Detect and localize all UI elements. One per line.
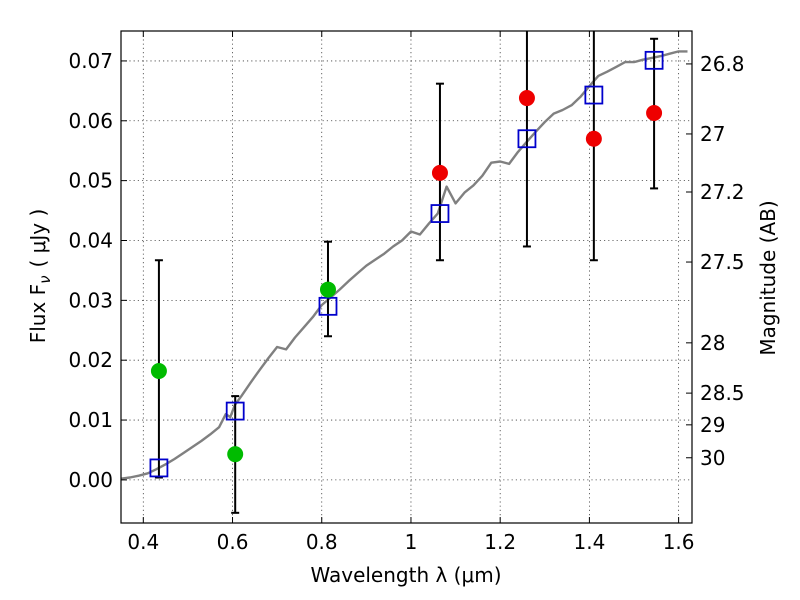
errorbar-layer xyxy=(154,31,659,514)
observed-flux-point xyxy=(319,281,336,298)
y-tick-label: 0.00 xyxy=(68,468,113,492)
y2-tick-label: 29 xyxy=(700,413,725,437)
model-spectrum-line xyxy=(120,50,688,480)
y-tick-label: 0.03 xyxy=(68,288,113,312)
x-tick-label: 1.4 xyxy=(573,530,605,554)
observed-flux-point xyxy=(431,164,448,181)
tick-marks xyxy=(121,31,692,523)
y-axis-title-subscript: ν xyxy=(36,275,54,283)
observed-flux-point xyxy=(585,130,602,147)
model-photometry-square xyxy=(318,296,338,316)
y2-tick-label: 28 xyxy=(700,331,725,355)
model-photometry-square xyxy=(584,85,604,105)
model-photometry-square xyxy=(225,401,245,421)
x-tick-label: 0.6 xyxy=(217,530,249,554)
observed-flux-point xyxy=(518,90,535,107)
y-tick-label: 0.07 xyxy=(68,49,113,73)
x-tick-label: 0.8 xyxy=(306,530,338,554)
x-tick-label: 1 xyxy=(405,530,418,554)
y2-axis-title: Magnitude (AB) xyxy=(756,200,780,355)
x-axis-title: Wavelength λ (μm) xyxy=(310,563,501,587)
y-tick-label: 0.01 xyxy=(68,408,113,432)
y2-tick-label: 28.5 xyxy=(700,381,745,405)
model-photometry-square xyxy=(149,458,169,478)
plot-frame xyxy=(120,30,693,524)
y2-tick-label: 27.5 xyxy=(700,250,745,274)
y-tick-label: 0.04 xyxy=(68,228,113,252)
y2-tick-label: 26.8 xyxy=(700,52,745,76)
model-photometry-square xyxy=(430,204,450,223)
observed-flux-point xyxy=(646,105,663,121)
model-photometry-square xyxy=(644,50,664,70)
x-tick-label: 1.2 xyxy=(484,530,516,554)
x-tick-label: 0.4 xyxy=(127,530,159,554)
observed-flux-point xyxy=(150,362,167,379)
x-tick-label: 1.6 xyxy=(663,530,695,554)
tick-labels: 0.4 0.6 0.8 1 1.2 1.4 1.6 0.00 0.01 0.02 0.03 0.04 0… xyxy=(68,49,744,554)
observed-flux-point xyxy=(227,446,244,463)
y2-tick-label: 27 xyxy=(700,122,725,146)
spectrum-layer xyxy=(120,50,688,480)
y-tick-label: 0.06 xyxy=(68,109,113,133)
y2-tick-label: 27.2 xyxy=(700,180,745,204)
y-axis-title-main: Flux F xyxy=(26,284,50,343)
marker-layer xyxy=(149,50,664,478)
grid-lines xyxy=(121,31,692,523)
y-axis-title: Flux Fν ( μJy ) xyxy=(26,209,54,344)
y-tick-label: 0.02 xyxy=(68,348,113,372)
y-axis-title-unit: ( μJy ) xyxy=(26,209,50,268)
y-tick-label: 0.05 xyxy=(68,169,113,193)
y2-tick-label: 30 xyxy=(700,446,725,470)
model-photometry-square xyxy=(517,129,537,149)
